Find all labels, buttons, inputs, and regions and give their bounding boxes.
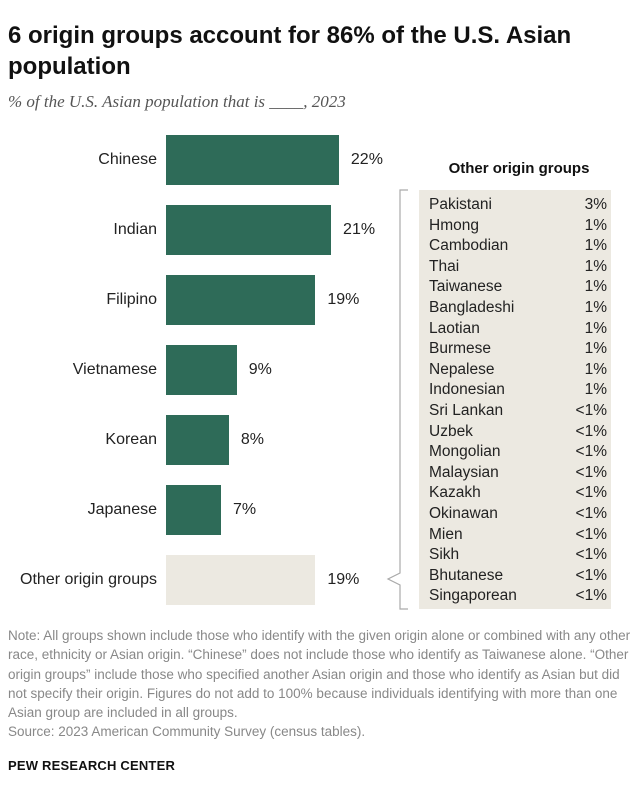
bar-vietnamese [166,345,237,395]
category-label: Vietnamese [72,361,157,378]
origin-percent: 1% [584,340,607,358]
origin-percent: <1% [575,484,607,502]
origin-percent: 1% [584,299,607,316]
origin-percent: 1% [584,319,607,337]
origin-name: Thai [429,257,460,275]
origin-name: Burmese [429,340,492,358]
origin-percent: <1% [575,566,607,584]
category-label: Japanese [87,501,157,518]
bar-value-label: 22% [350,151,383,168]
list-item: Uzbek <1% [429,422,607,442]
bar-filipino [166,275,316,325]
origin-name: Nepalese [429,360,495,378]
bar-value-label: 8% [240,431,264,448]
origin-name: Bhutanese [429,566,504,584]
list-item: Taiwanese 1% [429,277,607,297]
list-item: Cambodian 1% [429,236,607,256]
chart-subtitle: % of the U.S. Asian population that is _… [8,92,346,111]
footer-logo-text: PEW RESEARCH CENTER [8,758,176,773]
origin-name: Uzbek [429,422,473,440]
list-item: Okinawan <1% [429,504,607,524]
origin-percent: <1% [575,402,607,419]
bar-value-label: 19% [327,571,360,588]
list-item: Mien <1% [429,525,607,545]
origin-name: Singaporean [429,587,517,605]
origin-percent: 1% [584,237,607,255]
note-block: Note: All groups shown include those who… [8,626,632,742]
bar-chinese [166,135,339,185]
list-item: Sikh <1% [429,545,607,565]
note-text: Note: All groups shown include those who… [8,628,631,721]
origin-name: Sikh [429,546,460,564]
origin-percent: 1% [584,257,607,275]
origin-percent: 1% [584,381,607,399]
origin-name: Cambodian [429,237,509,255]
bar-value-label: 7% [233,501,257,518]
origin-percent: <1% [575,443,607,461]
origin-percent: 1% [584,278,607,296]
list-item: Hmong 1% [429,216,607,236]
list-item: Bangladeshi 1% [429,298,607,318]
list-item: Malaysian <1% [429,463,607,483]
origin-name: Bangladeshi [429,299,515,316]
origin-name: Mien [429,525,463,543]
chart-title: 6 origin groups account for 86% of the U… [8,22,572,80]
origin-percent: <1% [575,422,607,440]
list-item: Nepalese 1% [429,360,607,380]
category-label: Other origin groups [20,571,157,588]
bar-value-label: 21% [343,221,376,238]
origin-percent: <1% [575,463,607,481]
list-item: Mongolian <1% [429,442,607,462]
list-item: Kazakh <1% [429,483,607,503]
origin-name: Kazakh [429,484,481,502]
bar-value-label: 19% [327,291,360,308]
origin-name: Sri Lankan [429,402,504,419]
bar-other-origin-groups [166,555,316,605]
origin-percent: <1% [575,505,607,522]
origin-percent: <1% [575,546,607,564]
origin-percent: <1% [575,587,607,605]
origin-name: Malaysian [429,463,499,481]
source-text: Source: 2023 American Community Survey (… [8,724,366,740]
list-item: Bhutanese <1% [429,566,607,586]
brace-connector [386,189,408,610]
category-label: Filipino [106,291,157,308]
list-item: Indonesian 1% [429,380,607,400]
origin-name: Okinawan [429,505,498,522]
bar-value-label: 9% [248,361,272,378]
list-item: Burmese 1% [429,339,607,359]
origin-name: Indonesian [429,381,505,399]
origin-name: Hmong [429,216,479,234]
list-item: Pakistani 3% [429,195,607,215]
category-label: Chinese [98,151,157,168]
bar-indian [166,205,332,255]
list-item: Singaporean <1% [429,586,607,606]
origin-percent: 1% [584,360,607,378]
list-item: Thai 1% [429,257,607,277]
origin-name: Taiwanese [429,278,503,296]
origin-name: Pakistani [429,196,492,213]
origin-name: Mongolian [429,443,501,461]
origin-percent: 3% [584,196,607,213]
category-label: Korean [105,431,157,448]
other-groups-title: Other origin groups [448,160,590,177]
list-item: Laotian 1% [429,319,607,339]
origin-percent: 1% [584,216,607,234]
list-item: Sri Lankan <1% [429,401,607,421]
bar-korean [166,415,229,465]
origin-percent: <1% [575,525,607,543]
bar-japanese [166,485,222,535]
category-label: Indian [113,221,157,238]
other-groups-panel [419,190,611,609]
origin-name: Laotian [429,319,480,337]
